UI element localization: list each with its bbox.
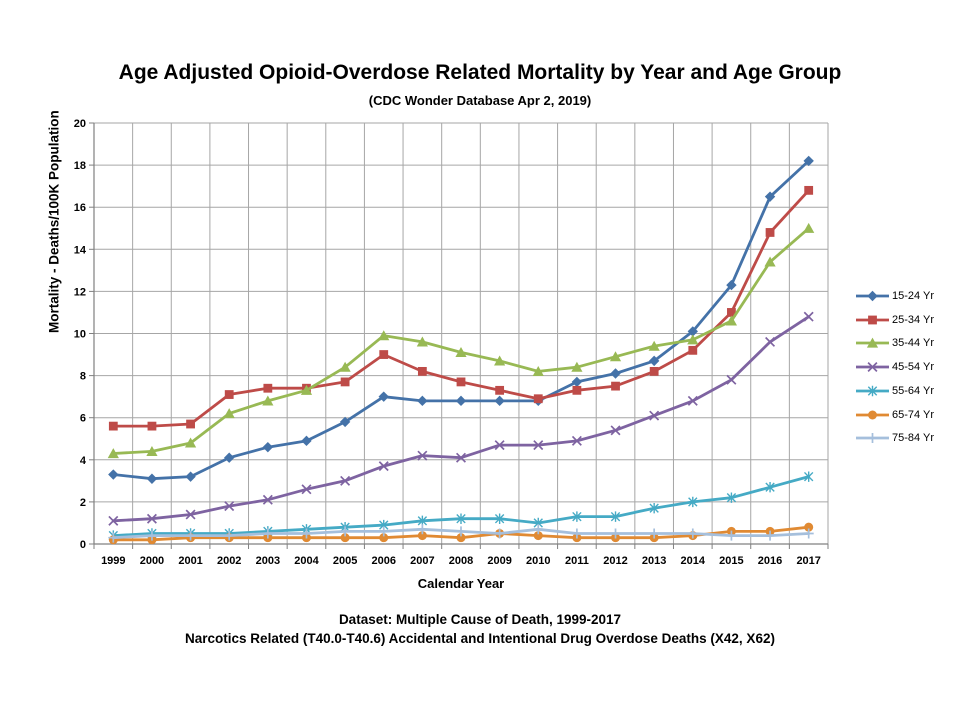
- x-tick-label: 2004: [294, 555, 319, 567]
- legend-marker-15-24-yr: [856, 290, 889, 302]
- legend-item-35-44-yr: 35-44 Yr: [856, 335, 934, 351]
- legend-marker-65-74-yr: [856, 410, 889, 419]
- legend-item-55-64-yr: 55-64 Yr: [856, 383, 934, 399]
- y-tick-label: 14: [74, 244, 87, 256]
- legend-label-65-74-yr: 65-74 Yr: [892, 408, 934, 421]
- footnote-dataset: Dataset: Multiple Cause of Death, 1999-2…: [338, 612, 622, 627]
- x-tick-label: 2017: [796, 555, 820, 567]
- legend-label-75-84-yr: 75-84 Yr: [892, 432, 934, 445]
- series-75-84-yr: [108, 524, 814, 543]
- legend-marker-45-54-yr: [856, 362, 889, 373]
- y-tick-label: 2: [80, 497, 86, 509]
- x-tick-label: 2008: [449, 555, 473, 567]
- series-line-25-34-yr: [111, 188, 811, 428]
- y-tick-label: 16: [74, 202, 86, 214]
- x-tick-label: 2001: [178, 555, 202, 567]
- legend-marker-75-84-yr: [856, 433, 889, 444]
- chart-title: Age Adjusted Opioid-Overdose Related Mor…: [118, 61, 842, 84]
- y-tick-label: 18: [74, 160, 86, 172]
- x-tick-label: 2015: [719, 555, 743, 567]
- y-tick-label: 12: [74, 286, 86, 298]
- legend-item-45-54-yr: 45-54 Yr: [856, 359, 934, 375]
- y-tick-label: 10: [74, 329, 86, 341]
- x-tick-label: 2014: [681, 555, 706, 567]
- y-tick-label: 4: [80, 455, 87, 467]
- legend-item-65-74-yr: 65-74 Yr: [856, 407, 934, 423]
- legend-item-15-24-yr: 15-24 Yr: [856, 288, 934, 304]
- y-tick-label: 20: [74, 118, 86, 130]
- x-tick-label: 2011: [565, 555, 589, 567]
- x-tick-label: 2010: [526, 555, 550, 567]
- x-tick-label: 2012: [603, 555, 627, 567]
- legend-label-45-54-yr: 45-54 Yr: [892, 361, 934, 374]
- y-tick-label: 0: [80, 539, 86, 551]
- legend-marker-35-44-yr: [856, 337, 889, 348]
- x-axis-title: Calendar Year: [417, 576, 505, 591]
- x-tick-label: 2006: [371, 555, 395, 567]
- gridlines: [94, 122, 829, 544]
- x-tick-label: 2002: [217, 555, 241, 567]
- x-tick-label: 2003: [256, 555, 280, 567]
- legend-marker-55-64-yr: [856, 385, 889, 396]
- legend-item-75-84-yr: 75-84 Yr: [856, 430, 934, 446]
- legend-label-35-44-yr: 35-44 Yr: [892, 337, 934, 350]
- x-tick-label: 2005: [333, 555, 357, 567]
- y-tick-label: 6: [80, 413, 86, 425]
- legend-item-25-34-yr: 25-34 Yr: [856, 312, 934, 328]
- legend-label-25-34-yr: 25-34 Yr: [892, 313, 934, 326]
- legend-label-15-24-yr: 15-24 Yr: [892, 290, 934, 302]
- x-tick-label: 2009: [487, 555, 511, 567]
- series-35-44-yr: [107, 222, 815, 459]
- series-25-34-yr: [108, 185, 814, 431]
- series-line-15-24-yr: [111, 159, 811, 481]
- legend-label-55-64-yr: 55-64 Yr: [892, 384, 934, 397]
- footnote-narcotics: Narcotics Related (T40.0-T40.6) Accident…: [185, 631, 775, 646]
- axes: 0 2 4 6 8 10 12 14 16 18 20 1999 2000 2001 2002 2003 200…: [74, 118, 829, 567]
- x-tick-label: 2016: [758, 555, 782, 567]
- series-15-24-yr: [108, 155, 814, 484]
- x-tick-label: 2000: [140, 555, 164, 567]
- series-45-54-yr: [108, 311, 814, 526]
- x-tick-label: 2007: [410, 555, 434, 567]
- series-line-35-44-yr: [111, 226, 811, 455]
- legend-marker-25-34-yr: [856, 315, 889, 325]
- chart-subtitle: (CDC Wonder Database Apr 2, 2019): [368, 93, 592, 108]
- x-tick-label: 2013: [642, 555, 666, 567]
- y-tick-label: 8: [80, 371, 86, 383]
- x-tick-label: 1999: [101, 555, 125, 567]
